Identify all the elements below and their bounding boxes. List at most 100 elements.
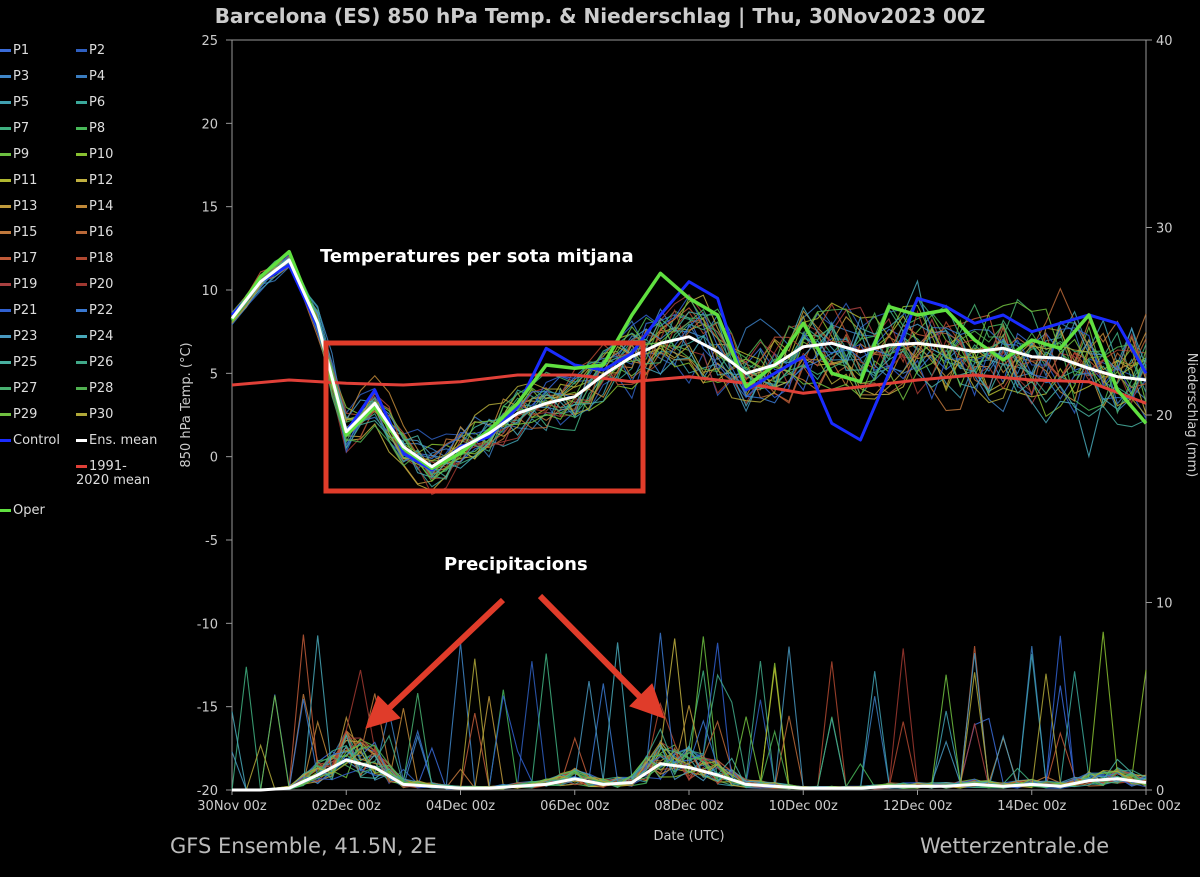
arrow-left bbox=[365, 597, 506, 729]
member-line-P14 bbox=[231, 252, 1147, 471]
legend-label: Oper bbox=[13, 503, 45, 518]
main-series bbox=[230, 249, 1148, 792]
legend-swatch bbox=[0, 75, 11, 78]
legend-label: P5 bbox=[13, 95, 30, 110]
legend-label: P1 bbox=[13, 43, 30, 58]
legend-label: P23 bbox=[13, 329, 38, 344]
legend-swatch bbox=[76, 75, 87, 78]
y-tick-label: -20 bbox=[197, 784, 218, 799]
member-precip-P30 bbox=[232, 658, 1147, 791]
legend-label: P10 bbox=[89, 147, 114, 162]
x-axis-label: Date (UTC) bbox=[653, 829, 724, 844]
legend-item-p9: P9 bbox=[0, 148, 29, 162]
legend-item-p12: P12 bbox=[76, 174, 113, 188]
legend-item-p15: P15 bbox=[0, 226, 37, 240]
y-tick-label: 15 bbox=[201, 201, 218, 216]
y2-tick-label: 20 bbox=[1156, 409, 1173, 424]
legend-swatch bbox=[0, 335, 11, 338]
legend-swatch bbox=[76, 127, 87, 130]
legend-swatch bbox=[0, 49, 11, 52]
y-tick-label: -10 bbox=[197, 617, 218, 632]
legend-swatch bbox=[76, 49, 87, 52]
legend-swatch bbox=[0, 205, 11, 208]
annotation-precip: Precipitacions bbox=[444, 554, 588, 575]
legend-swatch bbox=[76, 101, 87, 104]
legend-item-p10: P10 bbox=[76, 148, 113, 162]
legend-swatch bbox=[76, 179, 87, 182]
legend-swatch bbox=[0, 283, 11, 286]
series-oper-temp bbox=[230, 249, 1148, 471]
member-line-P28 bbox=[231, 259, 1147, 473]
legend-label: 1991-2020 mean bbox=[76, 459, 151, 488]
legend-label: P19 bbox=[13, 277, 38, 292]
legend-label: P8 bbox=[89, 121, 106, 136]
legend-swatch bbox=[76, 439, 87, 442]
series-ens-mean-temp bbox=[230, 258, 1147, 469]
legend-label: P27 bbox=[13, 381, 38, 396]
legend-item-p16: P16 bbox=[76, 226, 113, 240]
y-tick-label: 5 bbox=[210, 367, 218, 382]
legend-item-p8: P8 bbox=[76, 122, 105, 136]
legend-swatch bbox=[0, 361, 11, 364]
legend-item-p26: P26 bbox=[76, 356, 113, 370]
legend-swatch bbox=[0, 509, 11, 512]
y-tick-label: 10 bbox=[201, 284, 218, 299]
legend: P1 P2 P3 P4 P5 P6 P7 P8 P9 P10 P11 P12 P13 P14 P15 P16 P… bbox=[0, 44, 170, 524]
legend-item-p21: P21 bbox=[0, 304, 37, 318]
legend-item-control: Control bbox=[0, 434, 60, 448]
member-line-P12 bbox=[231, 260, 1147, 492]
legend-swatch bbox=[0, 413, 11, 416]
legend-label: P12 bbox=[89, 173, 114, 188]
legend-label: P14 bbox=[89, 199, 114, 214]
y-tick-label: 0 bbox=[210, 451, 218, 466]
x-tick-label: 16Dec 00z bbox=[1111, 799, 1180, 814]
legend-item-p29: P29 bbox=[0, 408, 37, 422]
legend-label: P25 bbox=[13, 355, 38, 370]
series-1991-2020-mean-temp bbox=[231, 373, 1147, 405]
member-precip-P1 bbox=[232, 685, 1147, 791]
x-axis: 30Nov 00z 02Dec 00z 04Dec 00z 06Dec 00z 08De… bbox=[197, 790, 1181, 814]
highlight-box bbox=[323, 340, 646, 494]
legend-item-p17: P17 bbox=[0, 252, 37, 266]
legend-label: P29 bbox=[13, 407, 38, 422]
legend-item-p25: P25 bbox=[0, 356, 37, 370]
legend-swatch bbox=[76, 283, 87, 286]
legend-swatch bbox=[0, 101, 11, 104]
legend-label: P20 bbox=[89, 277, 114, 292]
legend-swatch bbox=[76, 413, 87, 416]
y-axis-left: 25 20 15 10 5 0 -5 -10 -15 -20 bbox=[197, 34, 232, 799]
legend-item-p28: P28 bbox=[76, 382, 113, 396]
x-tick-label: 14Dec 00z bbox=[997, 799, 1066, 814]
legend-swatch bbox=[76, 387, 87, 390]
legend-item-p1: P1 bbox=[0, 44, 29, 58]
y-tick-label: -15 bbox=[197, 701, 218, 716]
y-tick-label: 25 bbox=[201, 34, 218, 49]
legend-label: P7 bbox=[13, 121, 30, 136]
ensemble-lines bbox=[231, 250, 1147, 791]
legend-label: P18 bbox=[89, 251, 114, 266]
y2-tick-label: 0 bbox=[1156, 784, 1164, 799]
legend-item-p13: P13 bbox=[0, 200, 37, 214]
legend-label: P9 bbox=[13, 147, 30, 162]
arrow-right bbox=[537, 593, 665, 719]
legend-swatch bbox=[76, 309, 87, 312]
x-tick-label: 08Dec 00z bbox=[654, 799, 723, 814]
y2-tick-label: 30 bbox=[1156, 222, 1173, 237]
legend-item-p4: P4 bbox=[76, 70, 105, 84]
legend-label: P15 bbox=[13, 225, 38, 240]
y-tick-label: 20 bbox=[201, 117, 218, 132]
legend-item-p7: P7 bbox=[0, 122, 29, 136]
member-line-P26 bbox=[231, 257, 1147, 480]
legend-swatch bbox=[0, 153, 11, 156]
legend-item-p5: P5 bbox=[0, 96, 29, 110]
legend-swatch bbox=[76, 257, 87, 260]
legend-swatch bbox=[76, 335, 87, 338]
x-tick-label: 06Dec 00z bbox=[540, 799, 609, 814]
footer-source: GFS Ensemble, 41.5N, 2E bbox=[170, 834, 437, 858]
y2-tick-label: 40 bbox=[1156, 34, 1173, 49]
legend-item-p18: P18 bbox=[76, 252, 113, 266]
legend-item-p14: P14 bbox=[76, 200, 113, 214]
chart-title: Barcelona (ES) 850 hPa Temp. & Niedersch… bbox=[214, 4, 986, 28]
legend-item-p24: P24 bbox=[76, 330, 113, 344]
legend-label: P21 bbox=[13, 303, 38, 318]
